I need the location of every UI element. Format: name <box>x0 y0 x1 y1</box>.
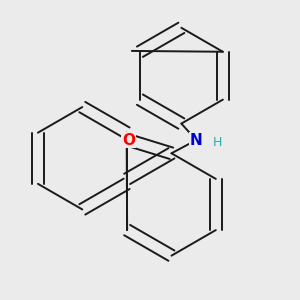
Text: N: N <box>190 133 203 148</box>
Text: O: O <box>122 133 135 148</box>
Text: H: H <box>213 136 222 149</box>
